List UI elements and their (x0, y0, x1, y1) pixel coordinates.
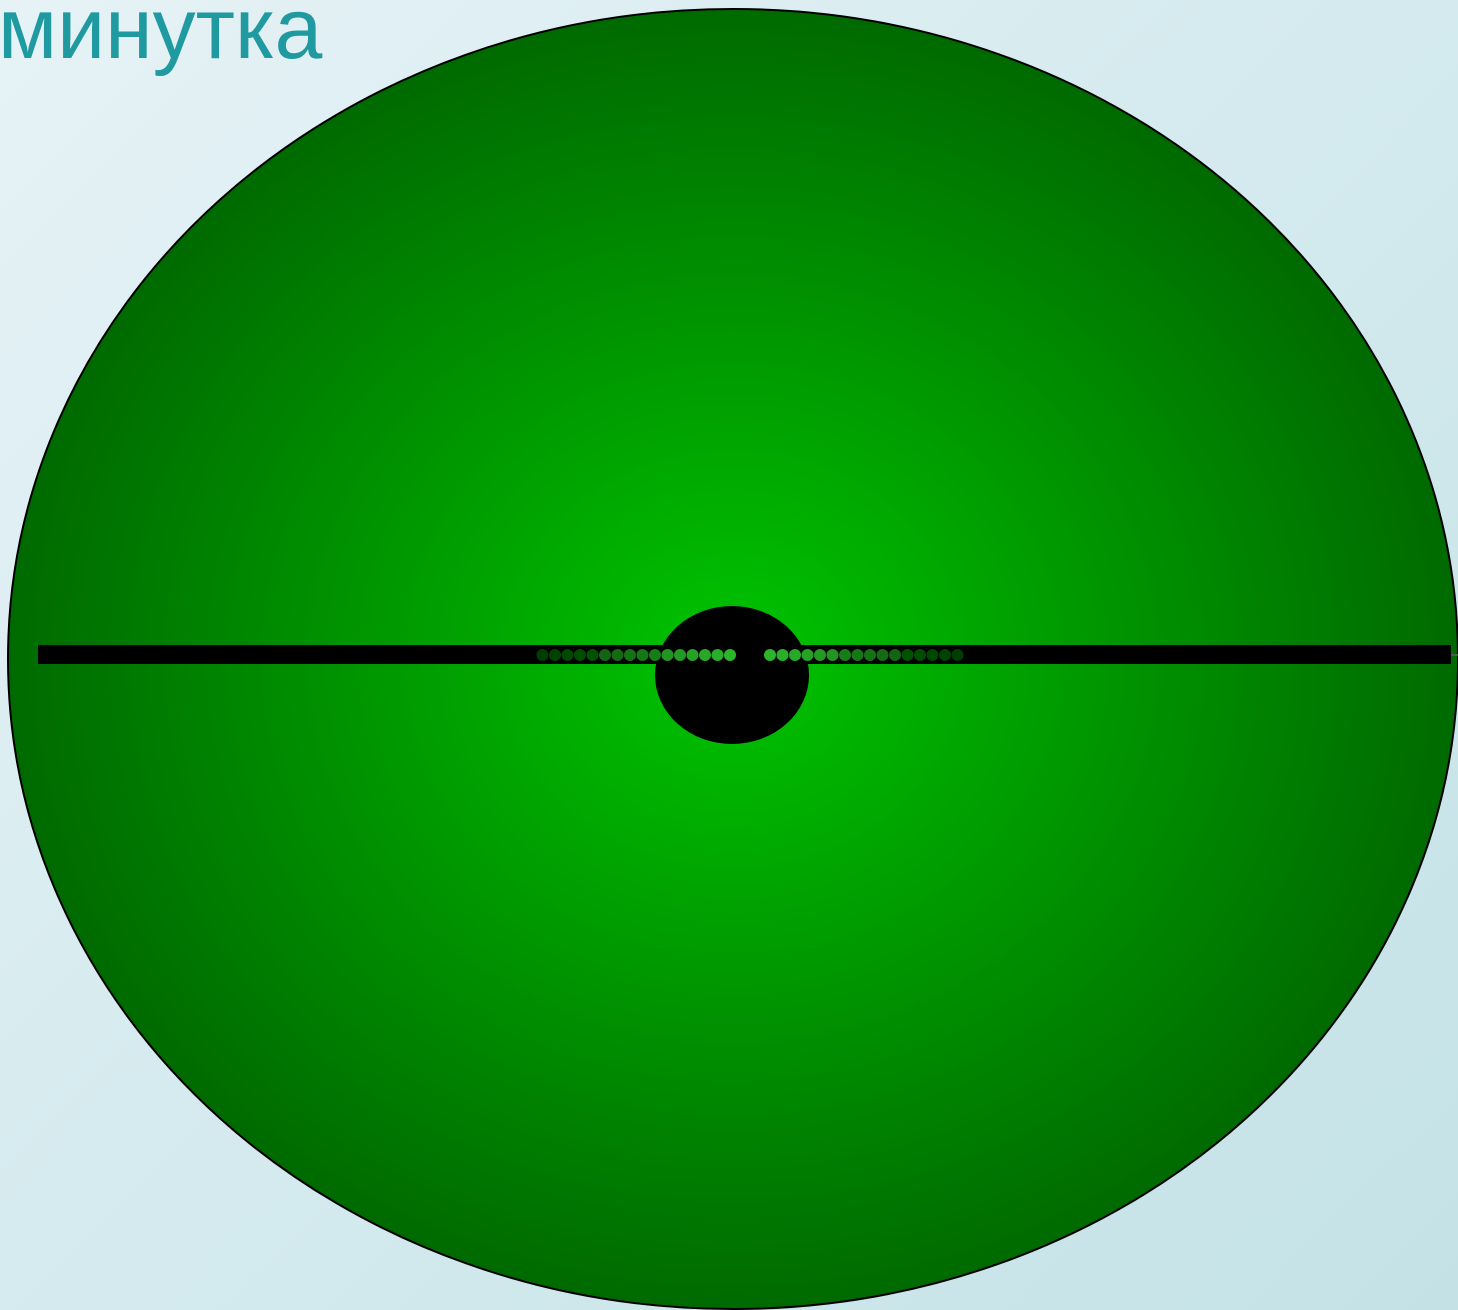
dot (801, 649, 814, 661)
dot (889, 649, 901, 661)
slide-title: минутка (0, 0, 323, 77)
dot (586, 649, 599, 661)
dot (536, 649, 549, 661)
dot (686, 649, 699, 661)
dot (549, 649, 561, 661)
dot (776, 649, 789, 661)
dot (599, 649, 611, 661)
dot (939, 649, 951, 661)
dot (901, 649, 914, 661)
dot (674, 649, 686, 661)
dot (711, 649, 724, 661)
dot (561, 649, 574, 661)
dot (789, 649, 801, 661)
dot (926, 649, 939, 661)
dot (951, 649, 964, 661)
dot (699, 649, 711, 661)
center-hub (655, 606, 809, 744)
dot (636, 649, 649, 661)
dot (826, 649, 839, 661)
dot (661, 649, 674, 661)
dot-row-left (536, 649, 736, 661)
dot (864, 649, 876, 661)
dot (624, 649, 636, 661)
dot (724, 649, 736, 661)
dot (764, 649, 776, 661)
dot (814, 649, 826, 661)
dot (574, 649, 586, 661)
dot (649, 649, 661, 661)
dot (876, 649, 889, 661)
dot (611, 649, 624, 661)
dot (839, 649, 851, 661)
dot-row-right (764, 649, 964, 661)
dot (851, 649, 864, 661)
dot (914, 649, 926, 661)
